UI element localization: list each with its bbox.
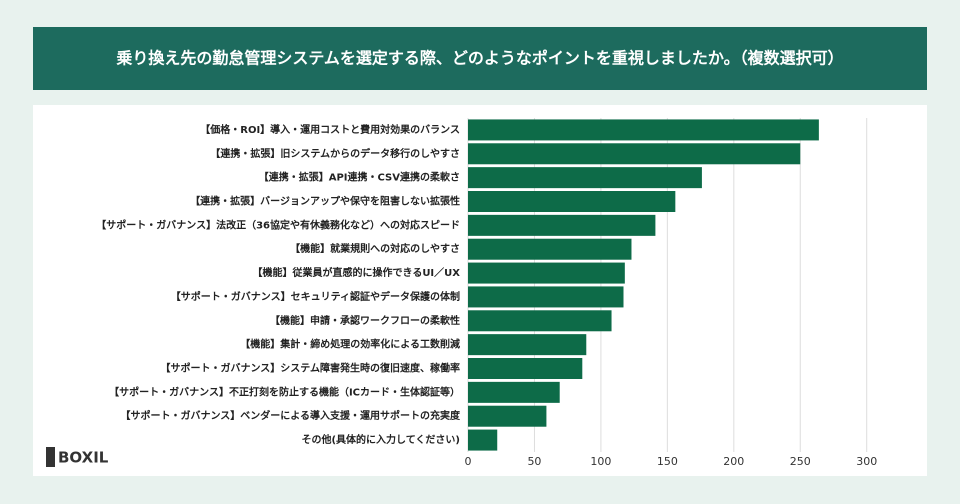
bar (468, 381, 560, 403)
y-tick-label: 【価格・ROI】導入・運用コストと費用対効果のバランス (200, 123, 460, 136)
y-tick-label: 【機能】集計・締め処理の効率化による工数削減 (240, 338, 460, 351)
y-tick-label: 【サポート・ガバナンス】不正打刻を防止する機能（ICカード・生体認証等） (109, 385, 460, 398)
bar (468, 143, 801, 165)
x-tick-label: 0 (465, 455, 472, 468)
logo: BOXIL (58, 449, 109, 467)
y-tick-label: 【連携・拡張】旧システムからのデータ移行のしやすさ (210, 147, 460, 160)
x-tick-label: 150 (657, 455, 678, 468)
bar (468, 405, 547, 427)
y-tick-label: 【サポート・ガバナンス】ベンダーによる導入支援・運用サポートの充実度 (121, 409, 461, 422)
bar (468, 334, 587, 356)
y-tick-label: 【連携・拡張】API連携・CSV連携の柔軟さ (259, 171, 460, 184)
bar (468, 310, 612, 332)
y-tick-label: 【連携・拡張】バージョンアップや保守を阻害しない拡張性 (190, 195, 460, 208)
y-tick-label: 【サポート・ガバナンス】システム障害発生時の復旧速度、稼働率 (161, 362, 461, 375)
x-tick-label: 200 (723, 455, 744, 468)
y-tick-label: 【サポート・ガバナンス】セキュリティ認証やデータ保護の体制 (171, 290, 460, 303)
bar (468, 429, 498, 451)
y-tick-label: 【機能】申請・承認ワークフローの柔軟性 (270, 314, 460, 327)
bar (468, 119, 819, 141)
x-tick-label: 100 (590, 455, 611, 468)
bar (468, 214, 656, 236)
title-banner (33, 27, 927, 90)
x-tick-label: 250 (790, 455, 811, 468)
bar (468, 286, 624, 308)
bar (468, 262, 625, 284)
x-tick-label: 50 (527, 455, 541, 468)
x-tick-label: 300 (856, 455, 877, 468)
y-tick-label: 【サポート・ガバナンス】法改正（36協定や有休義務化など）への対応スピード (96, 218, 460, 231)
bar (468, 358, 583, 379)
y-tick-label: 【機能】従業員が直感的に操作できるUI／UX (253, 266, 461, 279)
logo-badge (46, 447, 55, 467)
bar (468, 191, 676, 212)
y-tick-label: 【機能】就業規則への対応のしやすさ (290, 242, 460, 255)
y-tick-label: その他(具体的に入力してください) (301, 433, 460, 446)
bar (468, 167, 702, 189)
bar (468, 238, 632, 260)
chart-title: 乗り換え先の勤怠管理システムを選定する際、どのようなポイントを重視しましたか。（… (116, 49, 843, 68)
